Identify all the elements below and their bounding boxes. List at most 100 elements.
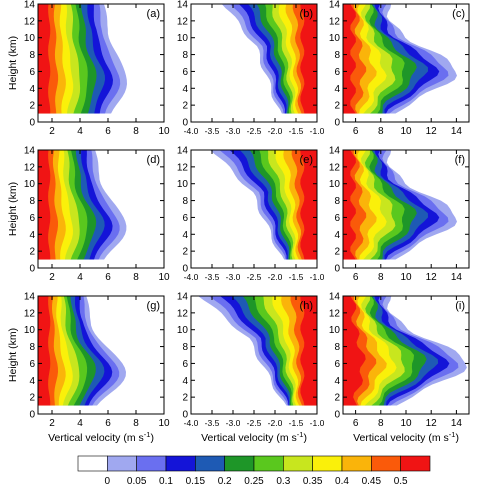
y-tick-label: 10 [329, 325, 341, 336]
x-tick-label: -1.5 [289, 272, 304, 282]
x-tick-label: -3.0 [226, 126, 241, 136]
y-tick-label: 2 [334, 101, 340, 112]
colorbar-swatch [253, 455, 284, 472]
y-tick-label: 4 [29, 376, 35, 387]
y-tick-label: 0 [182, 264, 188, 275]
y-tick-label: 12 [329, 16, 341, 27]
y-tick-label: 4 [182, 376, 188, 387]
x-tick-label: 4 [77, 272, 83, 283]
panel-label: (f) [455, 154, 465, 166]
y-tick-label: 6 [29, 67, 35, 78]
x-tick-label: 10 [400, 418, 412, 429]
chart-panel: (g) 2 4 6 8 10 0 2 4 6 8 10 12 14 Height (km) Vertical … [7, 292, 170, 445]
y-tick-label: 8 [334, 196, 340, 207]
contour-band [38, 150, 51, 260]
y-tick-label: 8 [29, 50, 35, 61]
y-tick-label: 14 [177, 146, 189, 157]
colorbar-swatch [312, 455, 343, 472]
x-tick-label: 10 [158, 272, 170, 283]
y-tick-label: 6 [182, 359, 188, 370]
colorbar-tick-label: 0.25 [244, 476, 264, 487]
y-axis-label: Height (km) [7, 328, 19, 382]
chart-panel: (b) -4.0 -3.5 -3.0 -2.5 -2.0 -1.5 -1.0 0 2 4 6 8 10 12… [177, 0, 325, 136]
y-tick-label: 2 [182, 393, 188, 404]
x-tick-label: -2.0 [268, 272, 283, 282]
colorbar-tick-label: 0 [105, 476, 111, 487]
panel-label: (b) [300, 8, 313, 20]
colorbar-swatch [400, 455, 431, 472]
contour-field [38, 150, 164, 268]
colorbar-swatch [136, 455, 167, 472]
colorbar-swatch [77, 455, 108, 472]
y-tick-label: 4 [29, 84, 35, 95]
y-tick-label: 2 [334, 393, 340, 404]
x-tick-label: 12 [426, 272, 438, 283]
contour-field [343, 296, 469, 414]
y-tick-label: 12 [24, 16, 36, 27]
y-tick-label: 2 [29, 393, 35, 404]
y-tick-label: 2 [29, 101, 35, 112]
no-data-strip [191, 259, 317, 268]
chart-panel: (f) 6 8 10 12 14 0 2 4 6 8 10 12 14 [329, 146, 470, 283]
x-tick-label: -2.5 [247, 272, 262, 282]
x-tick-label: -1.0 [310, 126, 325, 136]
x-tick-label: 10 [158, 418, 170, 429]
chart-panel: (h) -4.0 -3.5 -3.0 -2.5 -2.0 -1.5 -1.0 0 2 4 6 8 10 12… [177, 292, 325, 445]
contour-band [343, 4, 356, 114]
x-tick-label: 10 [400, 272, 412, 283]
contour-band [300, 150, 317, 260]
panel-label: (c) [452, 8, 465, 20]
panel-frame [37, 149, 165, 269]
no-data-strip [191, 113, 317, 122]
contour-band [300, 4, 317, 114]
y-axis-label: Height (km) [7, 182, 19, 236]
contour-field [343, 150, 469, 268]
y-tick-label: 4 [182, 230, 188, 241]
x-tick-label: 8 [133, 418, 139, 429]
panel-frame [37, 3, 165, 123]
x-tick-label: -3.5 [205, 418, 220, 428]
y-tick-label: 0 [29, 118, 35, 129]
y-tick-label: 6 [182, 67, 188, 78]
x-tick-label: 8 [378, 126, 384, 137]
x-tick-label: 8 [378, 418, 384, 429]
y-tick-label: 14 [329, 0, 341, 11]
x-tick-label: -2.5 [247, 126, 262, 136]
colorbar-swatch [107, 455, 137, 472]
x-tick-label: -3.0 [226, 272, 241, 282]
y-tick-label: 12 [177, 308, 189, 319]
colorbar-tick-label: 0.05 [127, 476, 147, 487]
y-tick-label: 8 [29, 196, 35, 207]
y-tick-label: 8 [334, 50, 340, 61]
y-tick-label: 14 [329, 146, 341, 157]
y-tick-label: 6 [29, 359, 35, 370]
y-tick-label: 4 [29, 230, 35, 241]
y-tick-label: 2 [29, 247, 35, 258]
x-tick-label: 14 [451, 418, 463, 429]
x-tick-label: 4 [77, 418, 83, 429]
chart-panel: (d) 2 4 6 8 10 0 2 4 6 8 10 12 14 Height (km) [7, 146, 170, 284]
colorbar-tick-label: 0.2 [218, 476, 232, 487]
y-tick-label: 4 [334, 84, 340, 95]
x-tick-label: 6 [105, 126, 111, 137]
x-tick-label: -2.0 [268, 418, 283, 428]
y-tick-label: 4 [334, 230, 340, 241]
x-tick-label: -2.5 [247, 418, 262, 428]
no-data-strip [38, 113, 164, 122]
x-tick-label: 8 [133, 272, 139, 283]
x-tick-label: 10 [400, 126, 412, 137]
y-tick-label: 6 [334, 67, 340, 78]
contour-band [38, 296, 51, 406]
colorbar-swatch [165, 455, 196, 472]
contour-band [38, 4, 51, 114]
x-tick-label: 6 [353, 272, 359, 283]
contour-field [191, 4, 317, 122]
y-tick-label: 6 [334, 213, 340, 224]
y-tick-label: 2 [182, 101, 188, 112]
x-tick-label: -3.5 [205, 126, 220, 136]
y-tick-label: 10 [24, 33, 36, 44]
panel-label: (i) [455, 300, 465, 312]
x-axis-label: Vertical velocity (m s-1) [201, 430, 307, 444]
x-tick-label: 12 [426, 418, 438, 429]
y-tick-label: 0 [334, 118, 340, 129]
